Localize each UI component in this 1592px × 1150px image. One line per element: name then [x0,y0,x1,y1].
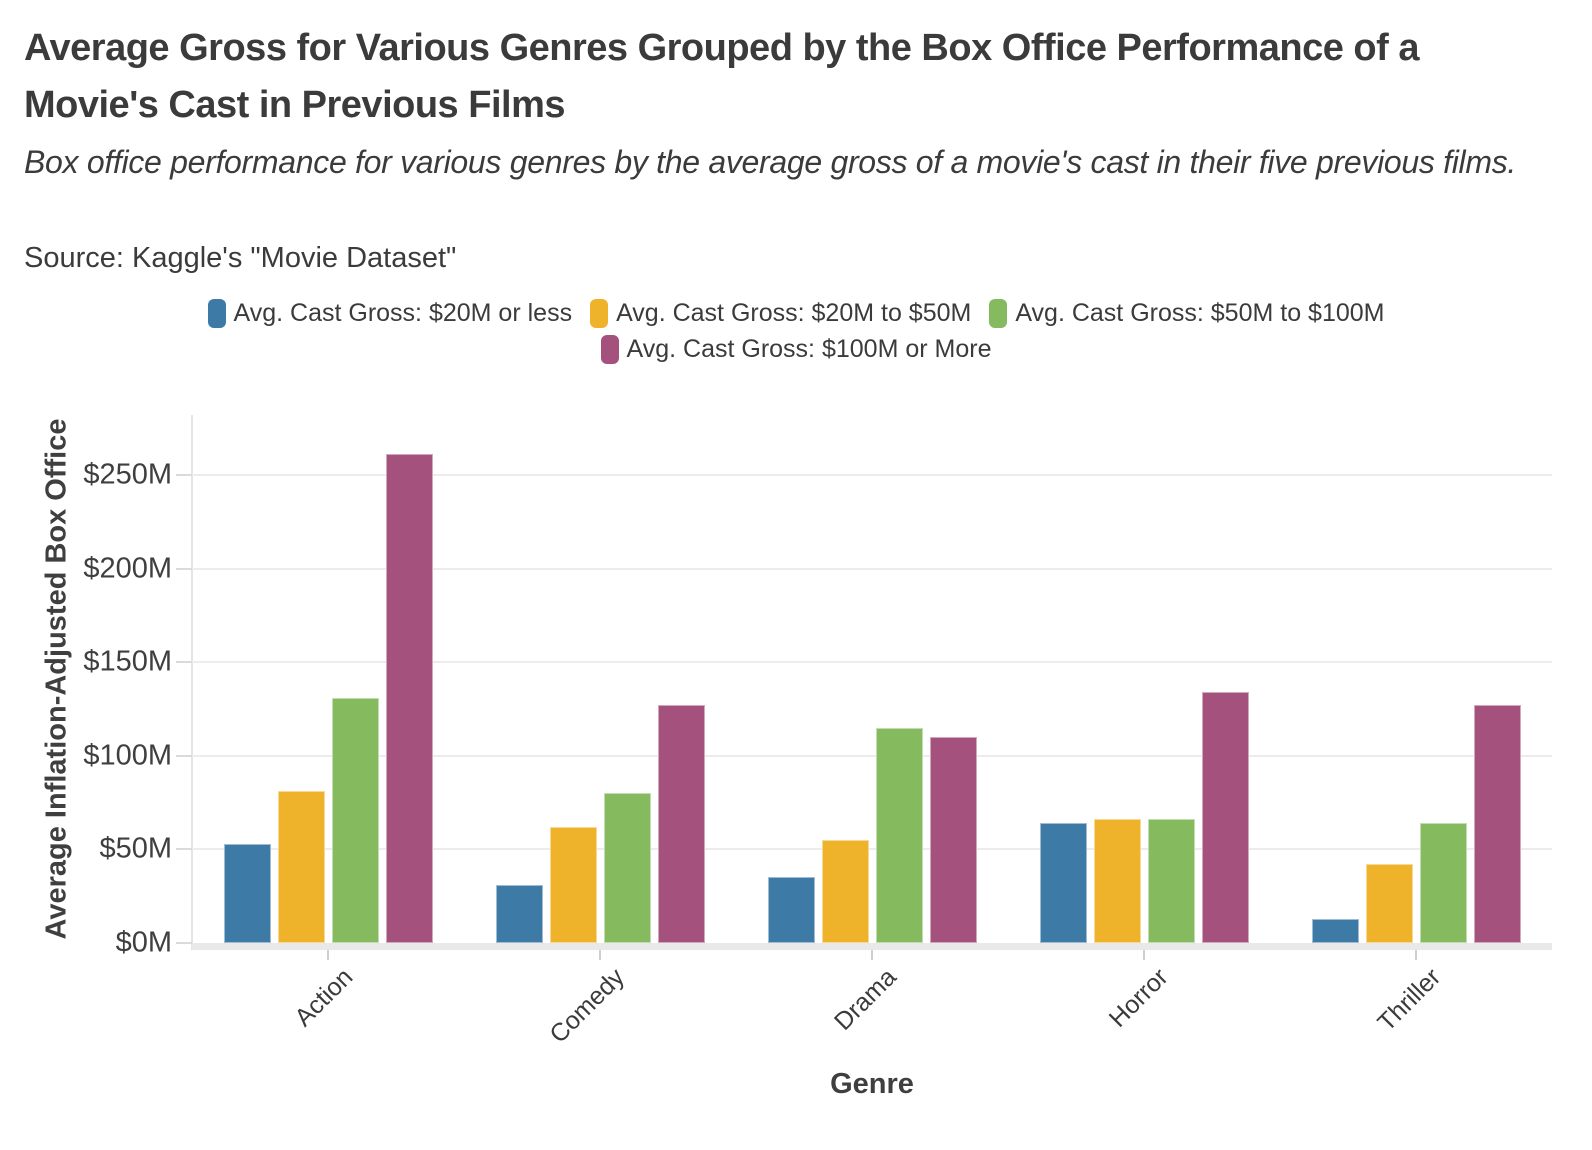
bar-action-series-4 [385,454,433,943]
x-tick-mark [871,950,873,960]
bar-thriller-series-2 [1365,864,1413,943]
x-axis-title: Genre [830,1068,914,1100]
y-tick-mark [176,848,192,851]
source-note: Source: Kaggle's "Movie Dataset" [24,242,457,274]
y-tick-label: $0M [115,926,172,959]
bar-drama-series-2 [821,840,869,943]
legend: Avg. Cast Gross: $20M or less Avg. Cast G… [106,299,1486,364]
plot-area [192,415,1552,943]
bar-comedy-series-1 [495,884,543,943]
bar-comedy-series-4 [657,705,705,943]
bar-comedy-series-2 [549,826,597,943]
legend-label: Avg. Cast Gross: $50M to $100M [1015,299,1385,327]
y-tick-label: $200M [83,552,172,585]
y-tick-mark [176,754,192,757]
legend-item: Avg. Cast Gross: $20M or less [207,299,573,328]
bar-horror-series-3 [1147,819,1195,943]
bar-horror-series-4 [1201,692,1249,943]
gridline-$150M [192,661,1552,664]
legend-swatch [600,335,619,364]
legend-label: Avg. Cast Gross: $100M or More [626,335,992,363]
legend-swatch [989,299,1008,328]
y-axis-title: Average Inflation-Adjusted Box Office [40,418,73,940]
x-tick-label-text: Thriller [1371,963,1446,1037]
bar-drama-series-4 [929,737,977,943]
legend-item: Avg. Cast Gross: $20M to $50M [590,299,971,328]
chart-subtitle: Box office performance for various genre… [24,144,1517,180]
y-tick-mark [176,661,192,664]
gridline-$250M [192,473,1552,476]
bar-horror-series-2 [1093,819,1141,943]
x-tick-mark [1415,950,1417,960]
y-tick-label: $50M [99,832,172,865]
chart-title: Average Gross for Various Genres Grouped… [24,27,1419,126]
legend-item: Avg. Cast Gross: $50M to $100M [989,299,1384,328]
x-tick-label-text: Drama [828,963,902,1036]
bar-drama-series-3 [875,727,923,943]
x-tick-mark [1143,950,1145,960]
y-tick-label: $250M [83,458,172,491]
legend-label: Avg. Cast Gross: $20M or less [233,299,573,327]
x-tick-mark [327,950,329,960]
y-tick-label: $150M [83,645,172,678]
x-tick-label-text: Action [288,963,358,1032]
x-axis-baseline [192,943,1552,950]
gridline-$200M [192,567,1552,570]
y-tick-label: $100M [83,739,172,772]
bar-thriller-series-1 [1311,918,1359,943]
gridline-$100M [192,754,1552,757]
bar-thriller-series-3 [1419,823,1467,943]
bar-horror-series-1 [1039,823,1087,943]
legend-swatch [207,299,226,328]
gridline-$50M [192,848,1552,851]
legend-label: Avg. Cast Gross: $20M to $50M [616,299,972,327]
y-tick-mark [176,473,192,476]
bar-action-series-2 [277,791,325,943]
bar-comedy-series-3 [603,793,651,943]
bar-thriller-series-4 [1473,705,1521,943]
bar-drama-series-1 [767,877,815,943]
y-axis-line [191,415,193,950]
bar-action-series-3 [331,697,379,943]
x-tick-mark [599,950,601,960]
y-tick-mark [176,567,192,570]
x-tick-label-text: Horror [1103,963,1174,1033]
x-tick-label-text: Comedy [544,963,630,1049]
legend-swatch [590,299,609,328]
legend-item: Avg. Cast Gross: $100M or More [600,335,992,364]
bar-action-series-1 [223,843,271,943]
y-tick-mark [176,942,192,944]
